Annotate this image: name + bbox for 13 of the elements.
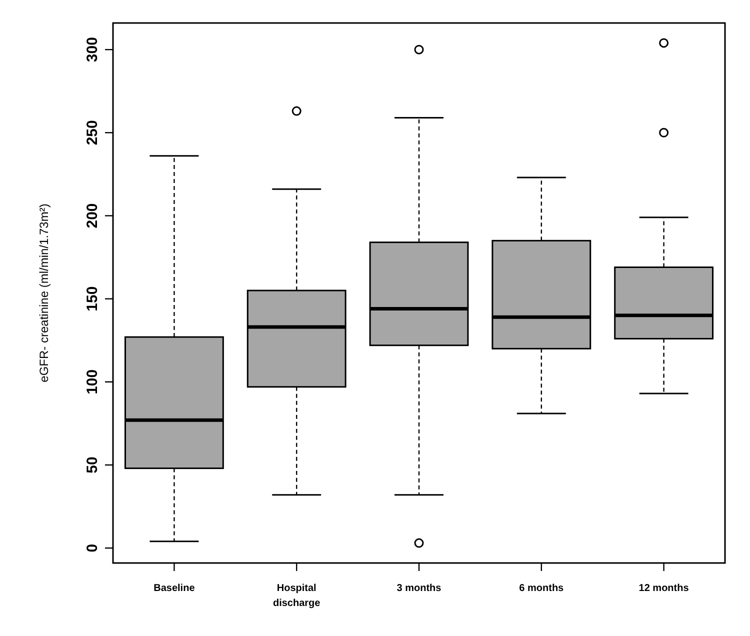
y-tick-label: 150 — [84, 286, 101, 312]
y-tick-label: 50 — [84, 456, 101, 474]
y-tick-label: 100 — [84, 369, 101, 394]
x-tick-label: Baseline — [154, 583, 196, 594]
y-tick-label: 300 — [84, 37, 101, 62]
x-tick-label: Hospital discharge — [272, 583, 321, 609]
y-tick-label: 0 — [84, 544, 101, 552]
y-axis-title: eGFR- creatinine (ml/min/1.73m²) — [37, 204, 51, 382]
x-tick-label: 3 months — [396, 583, 442, 594]
y-tick-label: 250 — [84, 120, 101, 146]
x-tick-label: 12 months — [638, 583, 690, 594]
x-tick-label: 6 months — [519, 583, 564, 594]
y-tick-label: 200 — [84, 203, 101, 228]
